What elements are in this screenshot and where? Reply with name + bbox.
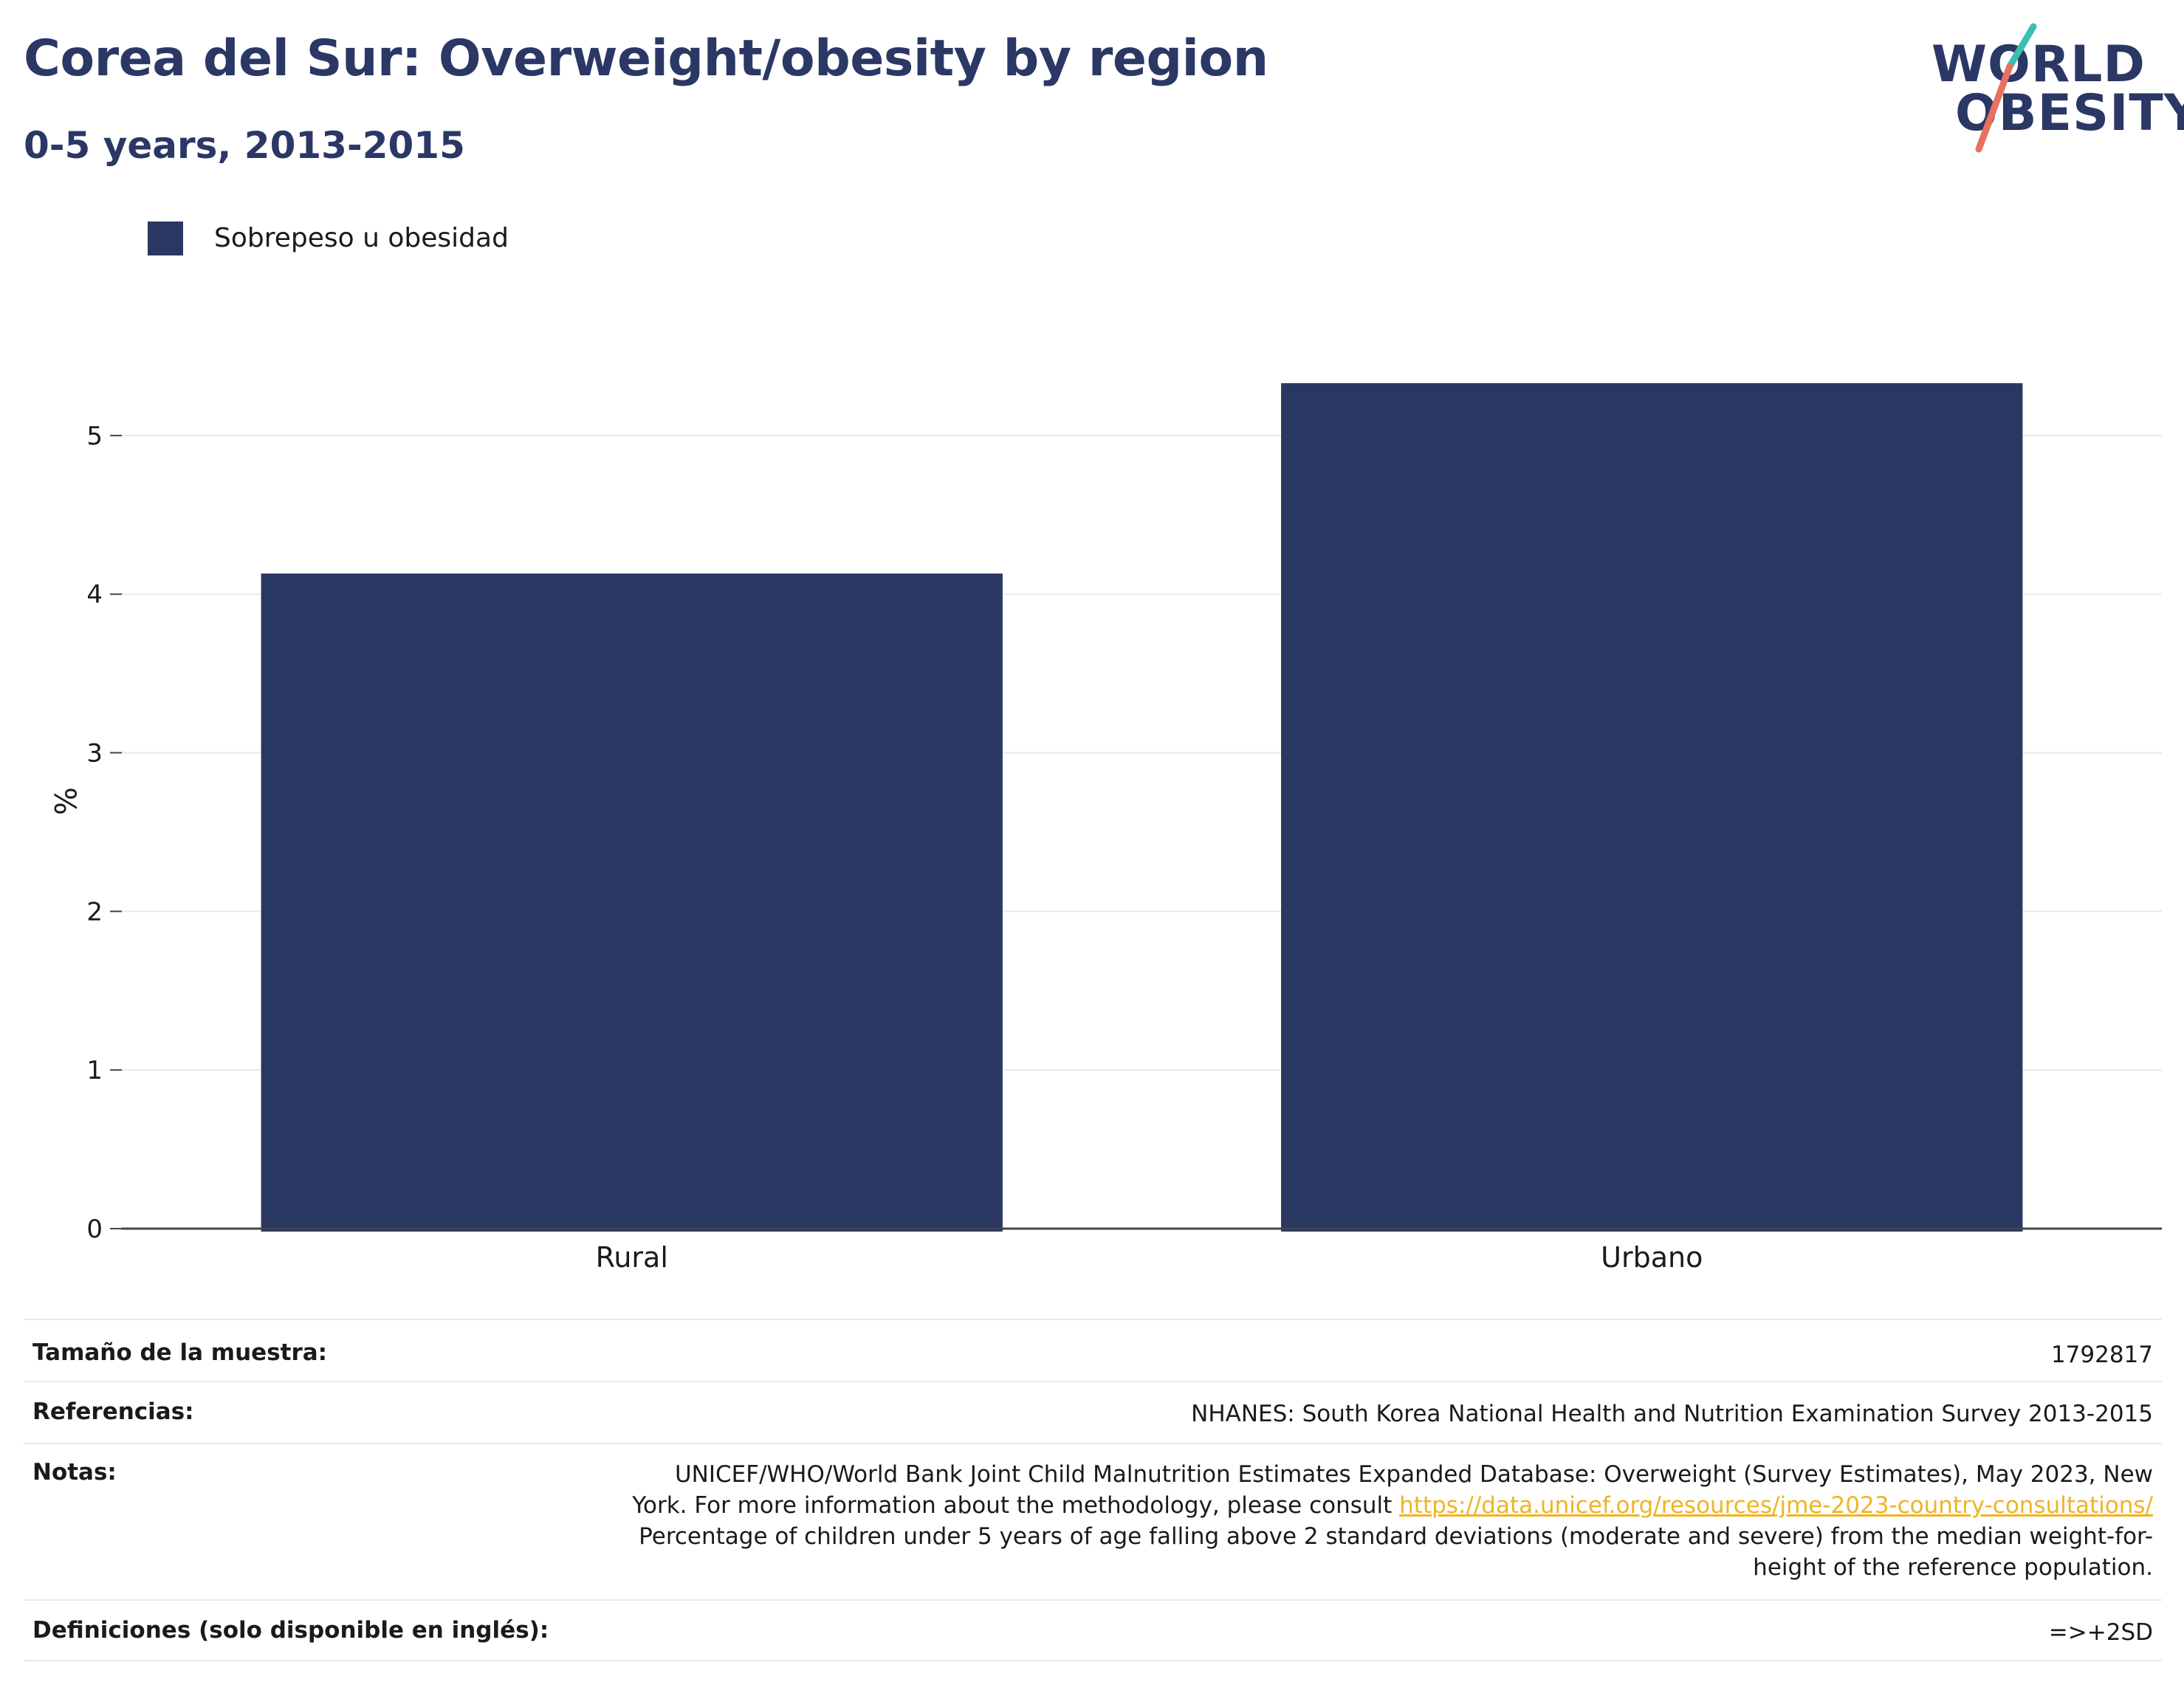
sample-size-label: Tamaño de la muestra: xyxy=(32,1339,328,1366)
definitions-row: Definiciones (solo disponible en inglés)… xyxy=(24,1599,2162,1661)
y-tick-label: 0 xyxy=(86,1215,103,1244)
notes-link[interactable]: https://data.unicef.org/resources/jme-20… xyxy=(1399,1492,2153,1519)
notes-text-1: UNICEF/WHO/World Bank Joint Child Malnut… xyxy=(632,1461,2153,1519)
notes-value: UNICEF/WHO/World Bank Joint Child Malnut… xyxy=(617,1444,2153,1583)
sample-size-row: Tamaño de la muestra: 1792817 xyxy=(24,1319,2162,1381)
notes-row: Notas: UNICEF/WHO/World Bank Joint Child… xyxy=(24,1443,2162,1599)
references-label: Referencias: xyxy=(32,1398,194,1425)
logo-slash-icon xyxy=(1975,23,2037,153)
bar-rural xyxy=(261,573,1003,1232)
definitions-label: Definiciones (solo disponible en inglés)… xyxy=(32,1617,549,1644)
chart-subtitle: 0-5 years, 2013-2015 xyxy=(24,124,465,167)
references-value: NHANES: South Korea National Health and … xyxy=(1191,1401,2153,1427)
legend-label: Sobrepeso u obesidad xyxy=(214,223,509,253)
legend-swatch xyxy=(148,222,183,255)
notes-text-2: Percentage of children under 5 years of … xyxy=(639,1523,2153,1581)
references-row: Referencias: NHANES: South Korea Nationa… xyxy=(24,1381,2162,1443)
y-tick-label: 5 xyxy=(86,422,103,451)
logo-line-1: WORLD xyxy=(1931,35,2146,94)
notes-label: Notas: xyxy=(32,1459,117,1486)
y-tick-label: 1 xyxy=(86,1056,103,1085)
x-tick-label: Urbano xyxy=(1601,1241,1703,1274)
definitions-value: =>+2SD xyxy=(2048,1619,2153,1646)
y-tick-label: 2 xyxy=(86,897,103,927)
bar-chart: 0 1 2 3 4 5 Rural Urbano% xyxy=(47,382,2162,1274)
sample-size-value: 1792817 xyxy=(2050,1342,2153,1368)
info-table: Tamaño de la muestra: 1792817 Referencia… xyxy=(24,1319,2162,1661)
chart-title: Corea del Sur: Overweight/obesity by reg… xyxy=(24,30,1268,88)
bar-urbano xyxy=(1281,382,2023,1232)
x-tick-label: Rural xyxy=(596,1241,668,1274)
y-axis-label: % xyxy=(47,787,81,815)
y-tick-label: 3 xyxy=(86,739,103,769)
world-obesity-logo: WORLD OBESITY xyxy=(1929,22,2184,155)
y-tick-label: 4 xyxy=(86,580,103,610)
